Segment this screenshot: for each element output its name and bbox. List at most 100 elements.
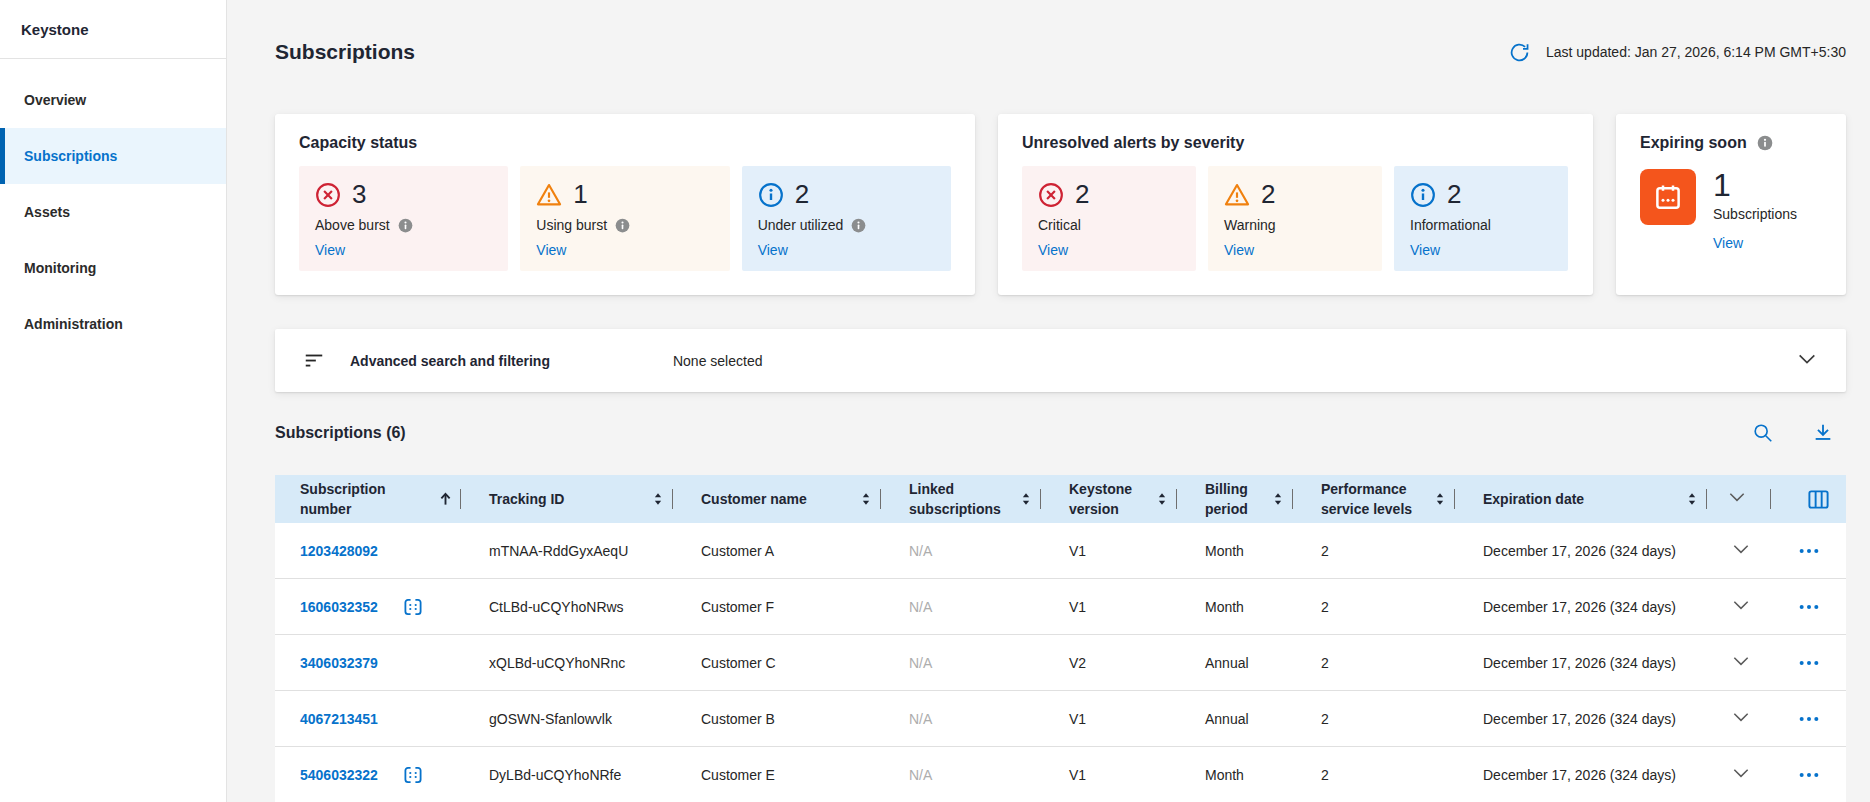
sidebar-nav: Overview Subscriptions Assets Monitoring… [0, 59, 226, 352]
advanced-search-label: Advanced search and filtering [350, 353, 550, 369]
sort-icon[interactable] [1685, 491, 1699, 507]
view-warning-link[interactable]: View [1224, 242, 1366, 258]
more-options-icon [1798, 708, 1820, 730]
column-header-linked-subscriptions[interactable]: Linked subscriptions [885, 475, 1045, 523]
row-expand-chevron[interactable] [1731, 763, 1751, 786]
expiring-soon-card: Expiring soon 1 Subscriptions View [1616, 114, 1846, 295]
column-header-customer-name[interactable]: Customer name [677, 475, 885, 523]
sort-ascending-icon[interactable] [438, 491, 453, 507]
row-actions-button[interactable] [1798, 708, 1820, 730]
tile-above-burst: 3 Above burst View [299, 166, 508, 271]
sort-icon[interactable] [1155, 491, 1169, 507]
column-settings-control [1771, 475, 1846, 523]
manage-columns-button[interactable] [1807, 488, 1830, 511]
sidebar-item-subscriptions[interactable]: Subscriptions [0, 128, 226, 184]
row-expand-chevron[interactable] [1731, 595, 1751, 618]
row-actions-button[interactable] [1798, 652, 1820, 674]
calendar-icon [1653, 182, 1683, 212]
info-icon[interactable] [615, 218, 630, 233]
row-actions-button[interactable] [1798, 540, 1820, 562]
subscription-number-link[interactable]: 4067213451 [300, 711, 378, 727]
expiring-card-title: Expiring soon [1640, 134, 1747, 152]
capacity-status-card: Capacity status 3 Above burst View [275, 114, 975, 295]
view-using-burst-link[interactable]: View [536, 242, 713, 258]
filter-status: None selected [673, 353, 763, 369]
expiring-count: 1 [1713, 169, 1797, 201]
column-header-performance-service-levels[interactable]: Performance service levels [1297, 475, 1459, 523]
error-icon [315, 182, 341, 208]
chevron-down-icon[interactable] [1796, 348, 1818, 374]
last-updated: Last updated: Jan 27, 2026, 6:14 PM GMT+… [1509, 42, 1846, 63]
brand-logo: Keystone [0, 0, 226, 59]
sort-icon[interactable] [1019, 491, 1033, 507]
sidebar-item-overview[interactable]: Overview [0, 72, 226, 128]
tile-warning-alerts: 2 Warning View [1208, 166, 1382, 271]
warning-icon [1224, 182, 1250, 208]
view-expiring-link[interactable]: View [1713, 235, 1822, 251]
sort-icon[interactable] [1271, 491, 1285, 507]
header-collapse-control [1711, 475, 1771, 523]
more-options-icon [1798, 540, 1820, 562]
sidebar: Keystone Overview Subscriptions Assets M… [0, 0, 227, 802]
page-title: Subscriptions [275, 40, 415, 64]
subscription-number-link[interactable]: 5406032322 [300, 767, 378, 783]
sort-icon[interactable] [859, 491, 873, 507]
sort-icon[interactable] [1433, 491, 1447, 507]
more-options-icon [1798, 652, 1820, 674]
row-actions-button[interactable] [1798, 764, 1820, 786]
download-icon [1812, 422, 1834, 444]
search-icon [1752, 422, 1774, 444]
column-header-tracking-id[interactable]: Tracking ID [465, 475, 677, 523]
table-row: 1203428092 mTNAA-RddGyxAeqU Customer A N… [275, 523, 1846, 579]
view-under-utilized-link[interactable]: View [758, 242, 935, 258]
last-updated-text: Last updated: Jan 27, 2026, 6:14 PM GMT+… [1546, 44, 1846, 60]
row-expand-chevron[interactable] [1731, 539, 1751, 562]
info-icon[interactable] [851, 218, 866, 233]
subscription-number-link[interactable]: 1203428092 [300, 543, 378, 559]
table-export-button[interactable] [1812, 422, 1834, 444]
sidebar-item-administration[interactable]: Administration [0, 296, 226, 352]
warning-icon [536, 182, 562, 208]
row-expand-chevron[interactable] [1731, 707, 1751, 730]
subscription-number-link[interactable]: 1606032352 [300, 599, 378, 615]
more-options-icon [1798, 764, 1820, 786]
tile-under-utilized: 2 Under utilized View [742, 166, 951, 271]
calendar-tile [1640, 169, 1696, 225]
linked-subscription-icon[interactable] [402, 596, 424, 618]
sidebar-item-monitoring[interactable]: Monitoring [0, 240, 226, 296]
filter-icon [303, 350, 325, 372]
linked-subscription-icon[interactable] [402, 764, 424, 786]
row-actions-button[interactable] [1798, 596, 1820, 618]
column-header-keystone-version[interactable]: Keystone version [1045, 475, 1181, 523]
view-critical-link[interactable]: View [1038, 242, 1180, 258]
sidebar-item-assets[interactable]: Assets [0, 184, 226, 240]
main-content: Subscriptions Last updated: Jan 27, 2026… [227, 0, 1870, 802]
subscription-number-link[interactable]: 3406032379 [300, 655, 378, 671]
sort-icon[interactable] [651, 491, 665, 507]
table-search-button[interactable] [1752, 422, 1774, 444]
advanced-search-bar[interactable]: Advanced search and filtering None selec… [275, 329, 1846, 392]
table-row: 4067213451 gOSWN-Sfanlowvlk Customer B N… [275, 691, 1846, 747]
table-row: 5406032322 DyLBd-uCQYhoNRfe Customer E N… [275, 747, 1846, 802]
info-icon[interactable] [1757, 135, 1773, 151]
view-informational-link[interactable]: View [1410, 242, 1552, 258]
column-header-subscription-number[interactable]: Subscription number [275, 475, 465, 523]
subscriptions-table: Subscription number Tracking ID Customer… [275, 475, 1846, 802]
app-window: Keystone Overview Subscriptions Assets M… [0, 0, 1870, 802]
tile-informational-alerts: 2 Informational View [1394, 166, 1568, 271]
table-row: 1606032352 CtLBd-uCQYhoNRws Customer F N… [275, 579, 1846, 635]
column-header-expiration-date[interactable]: Expiration date [1459, 475, 1711, 523]
info-circle-icon [1410, 182, 1436, 208]
columns-icon [1807, 488, 1830, 511]
view-above-burst-link[interactable]: View [315, 242, 492, 258]
chevron-down-icon[interactable] [1727, 487, 1747, 511]
tile-critical-alerts: 2 Critical View [1022, 166, 1196, 271]
row-expand-chevron[interactable] [1731, 651, 1751, 674]
error-icon [1038, 182, 1064, 208]
info-circle-icon [758, 182, 784, 208]
column-header-billing-period[interactable]: Billing period [1181, 475, 1297, 523]
alerts-card-title: Unresolved alerts by severity [1022, 134, 1569, 152]
info-icon[interactable] [398, 218, 413, 233]
refresh-button[interactable] [1509, 42, 1530, 63]
table-header-row: Subscription number Tracking ID Customer… [275, 475, 1846, 523]
